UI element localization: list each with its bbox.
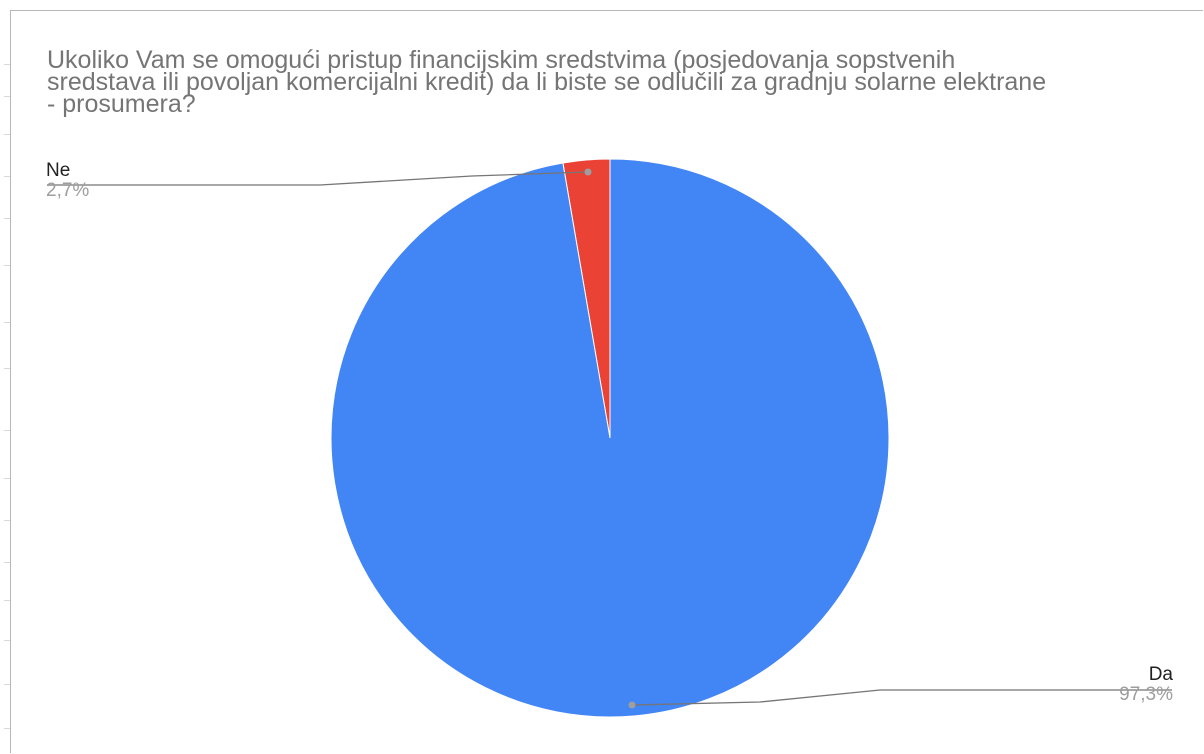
axis-tick — [4, 322, 10, 323]
axis-tick — [4, 96, 10, 97]
pie-slice-da[interactable] — [330, 158, 890, 718]
axis-tick — [4, 640, 10, 641]
axis-tick — [4, 430, 10, 431]
slice-percent-ne: 2,7% — [46, 180, 90, 201]
slice-name-ne: Ne — [46, 160, 71, 181]
axis-tick — [4, 176, 10, 177]
axis-tick — [4, 562, 10, 563]
axis-tick — [4, 520, 10, 521]
slice-label-ne: Ne 2,7% — [46, 161, 89, 201]
chart-frame — [10, 10, 1203, 753]
callout-line-da — [631, 689, 1172, 706]
callout-line-ne — [47, 171, 589, 186]
slice-percent-da: 97,3% — [1119, 684, 1173, 705]
axis-tick — [4, 265, 10, 266]
callout-dot-ne — [584, 168, 592, 176]
axis-tick — [4, 368, 10, 369]
axis-tick — [4, 64, 10, 65]
axis-tick — [4, 478, 10, 479]
slice-label-da: Da 97,3% — [1119, 665, 1173, 705]
axis-tick — [4, 218, 10, 219]
axis-tick — [4, 600, 10, 601]
axis-tick — [4, 134, 10, 135]
slice-name-da: Da — [1148, 664, 1173, 685]
callout-dot-da — [628, 701, 636, 709]
axis-tick — [4, 684, 10, 685]
chart-title: Ukoliko Vam se omogući pristup financijs… — [47, 46, 1047, 118]
axis-tick — [4, 728, 10, 729]
